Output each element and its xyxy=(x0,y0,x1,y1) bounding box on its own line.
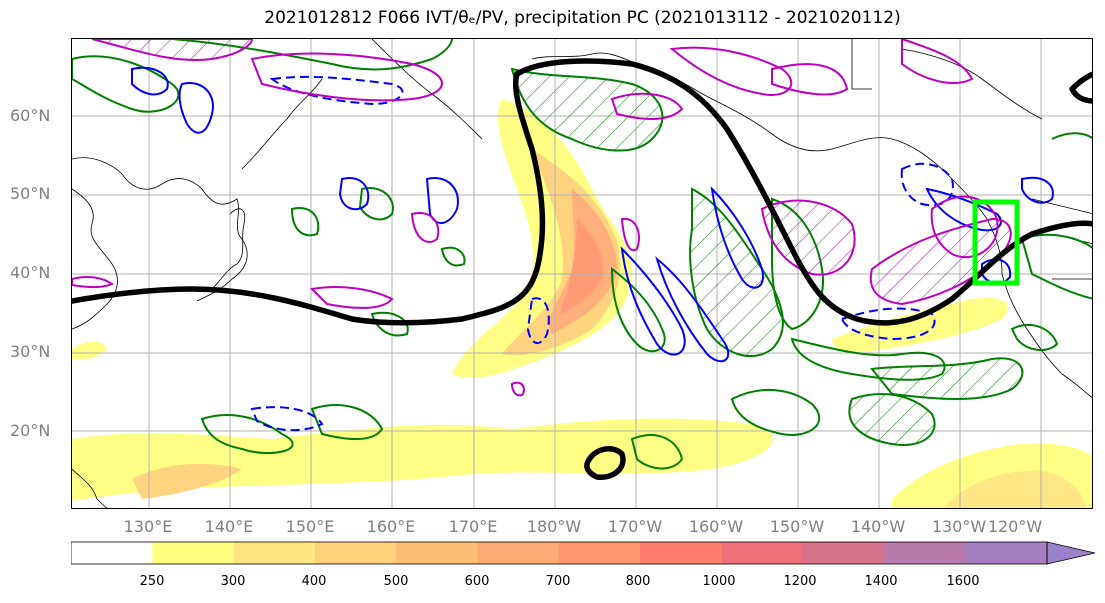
lon-label-130e: 130°E xyxy=(123,517,173,536)
map-title: 2021012812 F066 IVT/θₑ/PV, precipitation… xyxy=(264,8,901,28)
lon-label-150e: 150°E xyxy=(285,517,335,536)
lat-label-20: 20°N xyxy=(10,421,51,440)
colorbar-tick-label: 300 xyxy=(220,574,246,589)
lon-label-150w: 150°W xyxy=(769,517,825,536)
magenta-contours xyxy=(72,39,1012,397)
colorbar-bin xyxy=(71,542,153,564)
ivt-shading xyxy=(72,99,1092,508)
lat-label-30: 30°N xyxy=(10,342,51,361)
colorbar-bin xyxy=(314,542,397,564)
colorbar-tick-label: 500 xyxy=(383,574,409,589)
colorbar-tick-label: 1600 xyxy=(946,574,980,589)
lon-label-170e: 170°E xyxy=(448,517,498,536)
colorbar-bin xyxy=(396,542,478,564)
region-highlight-box xyxy=(972,199,1020,286)
colorbar-tick-label: 1400 xyxy=(864,574,898,589)
colorbar-tick-label: 1200 xyxy=(783,574,817,589)
colorbar-bin xyxy=(558,542,641,564)
colorbar-tick-label: 1000 xyxy=(702,574,736,589)
colorbar-bin xyxy=(233,542,316,564)
lon-label-170w: 170°W xyxy=(607,517,663,536)
lon-label-130w: 130°W xyxy=(931,517,987,536)
lon-label-120w: 120°W xyxy=(987,517,1043,536)
lat-label-50: 50°N xyxy=(10,184,51,203)
colorbar-bin xyxy=(152,542,235,564)
lon-label-160w: 160°W xyxy=(688,517,744,536)
colorbar-bin xyxy=(802,542,885,564)
colorbar-bin xyxy=(884,542,966,564)
theta-e-contours xyxy=(72,58,1092,480)
lon-label-160e: 160°E xyxy=(366,517,416,536)
colorbar-bin xyxy=(965,542,1048,564)
colorbar-tick-label: 250 xyxy=(139,574,165,589)
colorbar xyxy=(71,541,1095,565)
colorbar-tick-label: 700 xyxy=(545,574,571,589)
lat-label-60: 60°N xyxy=(10,106,51,125)
colorbar-bin xyxy=(477,542,560,564)
lat-label-40: 40°N xyxy=(10,263,51,282)
lon-label-140w: 140°W xyxy=(850,517,906,536)
map-panel xyxy=(71,38,1093,509)
colorbar-tick-label: 800 xyxy=(625,574,651,589)
map-canvas xyxy=(72,39,1092,508)
lon-label-180w: 180°W xyxy=(526,517,582,536)
colorbar-bin xyxy=(640,542,722,564)
colorbar-tick-label: 400 xyxy=(301,574,327,589)
colorbar-tick-label: 600 xyxy=(464,574,490,589)
colorbar-bin xyxy=(721,542,804,564)
lon-label-140e: 140°E xyxy=(204,517,254,536)
green-contours xyxy=(72,39,1092,470)
